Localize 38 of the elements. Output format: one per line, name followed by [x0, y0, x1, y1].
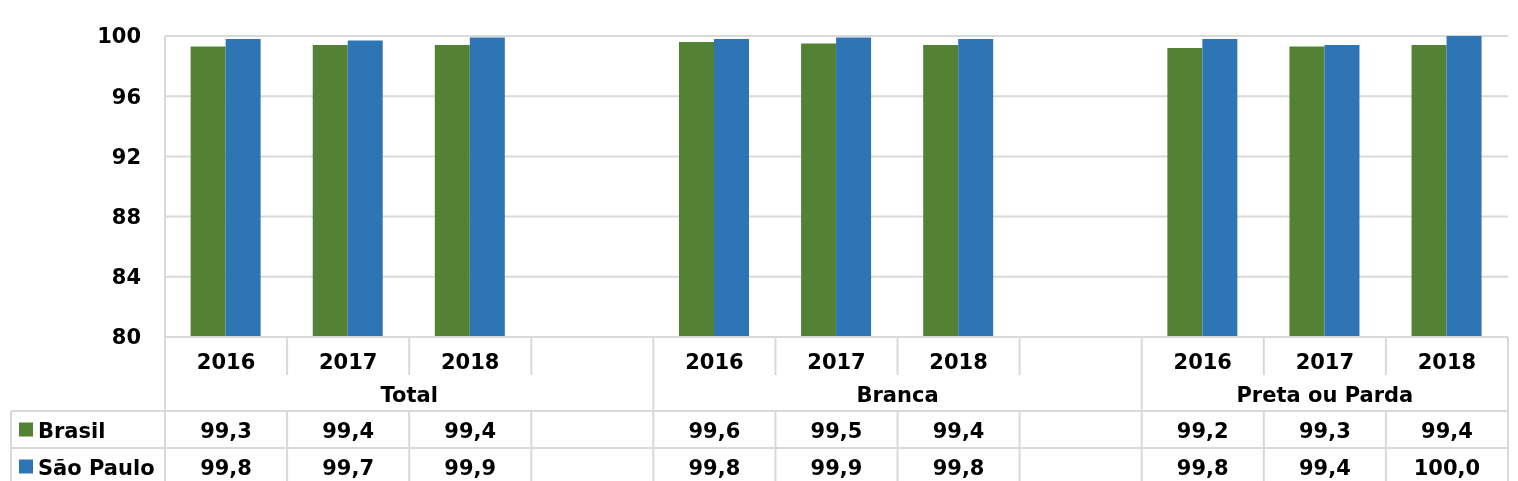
- y-tick-label: 100: [97, 24, 141, 49]
- data-label: 99,7: [322, 455, 375, 480]
- data-label: 99,8: [1176, 455, 1229, 480]
- data-label: 99,2: [1176, 418, 1229, 443]
- x-tick-label: 2016: [685, 349, 744, 374]
- data-label: 99,3: [200, 418, 252, 443]
- x-tick-label: 2018: [441, 349, 500, 374]
- data-label: 99,3: [1298, 418, 1351, 443]
- x-tick-label: 2018: [929, 349, 988, 374]
- data-label: 99,4: [932, 418, 985, 443]
- y-tick-label: 80: [111, 325, 141, 350]
- data-label: 99,4: [1298, 455, 1351, 480]
- data-label: 99,4: [322, 418, 375, 443]
- text: Preta ou Parda: [1236, 383, 1414, 407]
- y-tick-label: 92: [111, 144, 141, 169]
- data-label: 99,9: [810, 455, 863, 480]
- x-tick-label: 2018: [1417, 349, 1477, 374]
- data-label: 99,4: [444, 418, 497, 443]
- text: Total: [380, 383, 438, 407]
- x-tick-label: 2016: [196, 349, 256, 374]
- legend-label: Brasil: [38, 418, 106, 443]
- y-tick-label: 84: [111, 265, 141, 290]
- data-label: 99,5: [810, 418, 863, 443]
- data-label: 99,8: [200, 455, 252, 480]
- data-label: 99,6: [688, 418, 741, 443]
- y-tick-label: 88: [111, 205, 141, 230]
- x-tick-label: 2017: [318, 349, 378, 374]
- data-label: 99,8: [688, 455, 741, 480]
- data-label: 99,8: [932, 455, 985, 480]
- data-label: 100,0: [1413, 455, 1481, 480]
- y-tick-label: 96: [111, 84, 141, 109]
- text: Branca: [856, 383, 939, 407]
- legend-label: São Paulo: [38, 455, 155, 480]
- data-label: 99,4: [1421, 418, 1473, 443]
- x-tick-label: 2017: [807, 349, 866, 374]
- data-label: 99,9: [444, 455, 497, 480]
- x-tick-label: 2017: [1295, 349, 1355, 374]
- x-tick-label: 2016: [1173, 349, 1232, 374]
